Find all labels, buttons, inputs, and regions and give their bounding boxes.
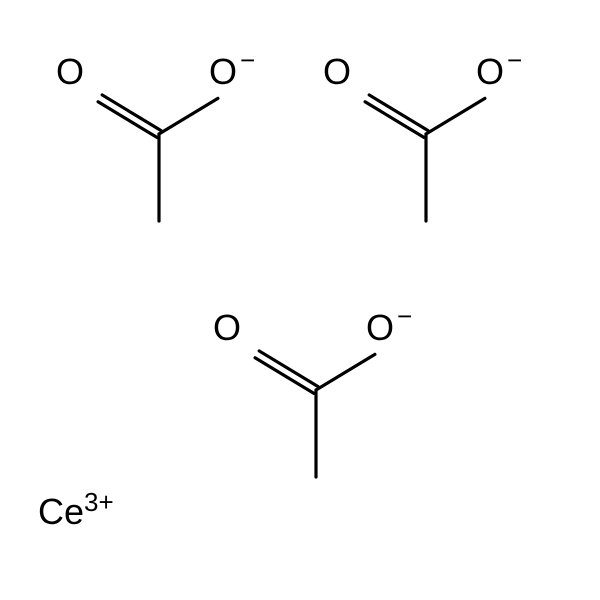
acetate-top-left-label-o-dbl: O — [56, 54, 84, 90]
acetate-top-right-label-minus: − — [507, 47, 522, 73]
acetate-top-right-label-o-neg: O — [476, 54, 504, 90]
acetate-bottom-bond-c-odbl-2 — [255, 358, 314, 394]
chemical-structure-canvas: OO−OO−OO−Ce3+ — [0, 0, 600, 600]
acetate-top-left-label-minus: − — [240, 47, 255, 73]
acetate-bottom-label-o-dbl: O — [213, 310, 241, 346]
acetate-top-left-bond-c-oneg — [159, 98, 218, 134]
acetate-top-right-bond-c-oneg — [426, 98, 485, 134]
acetate-top-left-bond-c-odbl-1 — [102, 95, 161, 131]
acetate-top-right-bond-c-odbl-1 — [369, 95, 428, 131]
acetate-bottom-bond-c-odbl-1 — [259, 351, 318, 387]
acetate-top-left-bond-c-odbl-2 — [98, 102, 157, 138]
acetate-top-right-label-o-dbl: O — [323, 54, 351, 90]
acetate-bottom-bond-c-oneg — [316, 354, 375, 390]
cerium-ion-label: Ce3+ — [38, 494, 114, 530]
acetate-bottom-label-minus: − — [397, 303, 412, 329]
acetate-top-right-bond-c-odbl-2 — [365, 102, 424, 138]
acetate-top-left-label-o-neg: O — [209, 54, 237, 90]
acetate-bottom-label-o-neg: O — [366, 310, 394, 346]
